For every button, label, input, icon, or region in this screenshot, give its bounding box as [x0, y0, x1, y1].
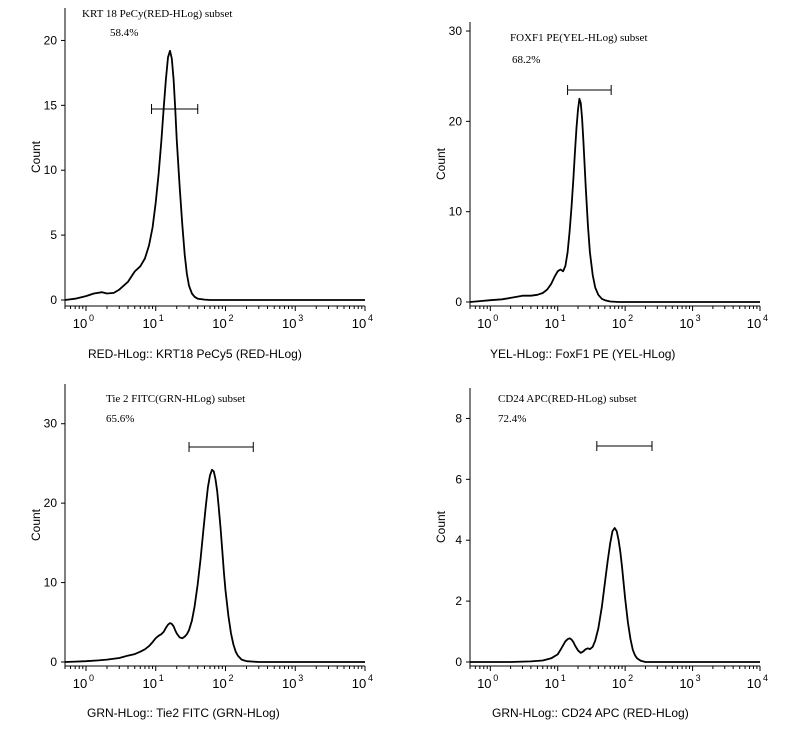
x-tick-label-exponent: 2: [228, 673, 233, 683]
histogram-curve: [470, 527, 760, 663]
x-tick-label-base: 10: [73, 676, 87, 691]
y-tick-label: 30: [44, 417, 58, 431]
x-axis-title: GRN-HLog:: Tie2 FITC (GRN-HLog): [87, 706, 280, 720]
subset-title: Tie 2 FITC(GRN-HLog) subset: [106, 393, 245, 405]
x-tick-label-exponent: 0: [493, 313, 498, 323]
x-tick-label-exponent: 3: [696, 313, 701, 323]
y-tick-label: 6: [455, 472, 462, 486]
gate-percent: 58.4%: [110, 27, 138, 39]
x-tick-label-base: 10: [747, 676, 761, 691]
x-tick-label-base: 10: [612, 676, 626, 691]
y-axis-title: Count: [434, 510, 448, 543]
x-tick-label-base: 10: [73, 316, 87, 331]
x-tick-label-exponent: 4: [763, 313, 768, 323]
x-tick-label-exponent: 1: [159, 313, 164, 323]
y-tick-label: 30: [449, 24, 463, 38]
y-tick-label: 0: [50, 655, 57, 669]
x-tick-label-exponent: 0: [89, 313, 94, 323]
gate-percent: 72.4%: [498, 413, 526, 425]
subset-title: KRT 18 PeCy(RED-HLog) subset: [82, 8, 232, 20]
x-tick-label-exponent: 2: [228, 313, 233, 323]
y-axis-title: Count: [29, 140, 43, 173]
x-axis-title: YEL-HLog:: FoxF1 PE (YEL-HLog): [490, 347, 675, 361]
y-tick-label: 0: [50, 293, 57, 307]
x-tick-label-exponent: 3: [298, 673, 303, 683]
x-tick-label-exponent: 2: [628, 673, 633, 683]
histogram-curve: [64, 49, 365, 301]
x-tick-label-exponent: 1: [561, 313, 566, 323]
x-tick-label-exponent: 4: [763, 673, 768, 683]
y-tick-label: 8: [455, 411, 462, 425]
y-tick-label: 15: [44, 98, 58, 112]
y-tick-label: 10: [44, 163, 58, 177]
x-tick-label-exponent: 1: [561, 673, 566, 683]
subset-title: FOXF1 PE(YEL-HLog) subset: [510, 32, 648, 44]
y-tick-label: 20: [449, 114, 463, 128]
x-tick-label-base: 10: [143, 316, 157, 331]
x-tick-label-base: 10: [544, 316, 558, 331]
y-tick-label: 20: [44, 496, 58, 510]
x-tick-label-exponent: 4: [368, 673, 373, 683]
y-tick-label: 5: [50, 228, 57, 242]
x-tick-label-exponent: 4: [368, 313, 373, 323]
x-axis-title: GRN-HLog:: CD24 APC (RED-HLog): [492, 706, 689, 720]
x-tick-label-base: 10: [282, 676, 296, 691]
gate-percent: 65.6%: [106, 413, 134, 425]
x-tick-label-base: 10: [679, 676, 693, 691]
x-tick-label-exponent: 3: [298, 313, 303, 323]
x-tick-label-exponent: 0: [89, 673, 94, 683]
x-tick-label-base: 10: [212, 676, 226, 691]
x-tick-label-base: 10: [747, 316, 761, 331]
x-tick-label-base: 10: [282, 316, 296, 331]
y-axis-title: Count: [434, 147, 448, 180]
x-tick-label-base: 10: [352, 316, 366, 331]
subset-title: CD24 APC(RED-HLog) subset: [498, 393, 637, 405]
x-tick-label-base: 10: [477, 316, 491, 331]
x-tick-label-base: 10: [477, 676, 491, 691]
x-tick-label-base: 10: [143, 676, 157, 691]
y-tick-label: 10: [44, 576, 58, 590]
x-tick-label-base: 10: [352, 676, 366, 691]
x-axis-title: RED-HLog:: KRT18 PeCy5 (RED-HLog): [88, 347, 302, 361]
x-tick-label-exponent: 1: [159, 673, 164, 683]
gate-percent: 68.2%: [512, 54, 540, 66]
y-tick-label: 0: [455, 655, 462, 669]
x-tick-label-base: 10: [544, 676, 558, 691]
x-tick-label-base: 10: [612, 316, 626, 331]
y-tick-label: 10: [449, 205, 463, 219]
y-tick-label: 4: [455, 533, 462, 547]
histogram-curve: [469, 97, 760, 303]
x-tick-label-exponent: 0: [493, 673, 498, 683]
y-axis-title: Count: [29, 508, 43, 541]
y-tick-label: 2: [455, 594, 462, 608]
x-tick-label-base: 10: [212, 316, 226, 331]
x-tick-label-exponent: 2: [628, 313, 633, 323]
y-tick-label: 20: [44, 33, 58, 47]
x-tick-label-exponent: 3: [696, 673, 701, 683]
x-tick-label-base: 10: [679, 316, 693, 331]
y-tick-label: 0: [455, 295, 462, 309]
histogram-curve: [64, 468, 365, 663]
